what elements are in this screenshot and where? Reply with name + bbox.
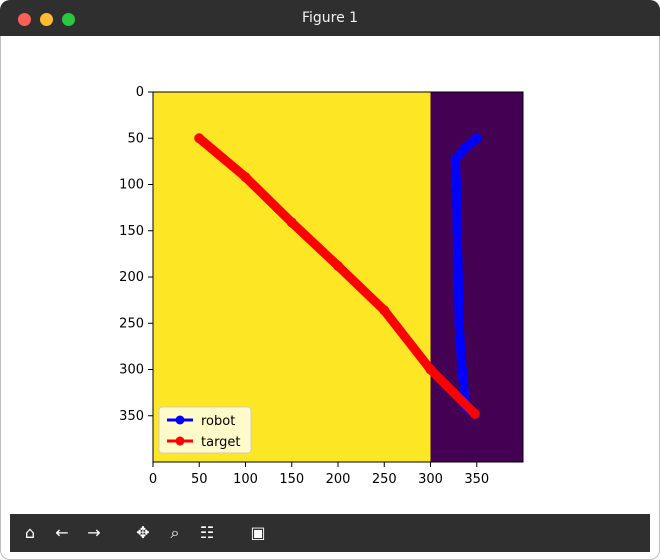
legend-label-target: target <box>201 435 241 450</box>
legend-marker-robot <box>175 415 185 425</box>
y-tick-label: 150 <box>119 224 144 239</box>
plot-svg: 0 50 100 150 200 250 300 350 0 50 100 150 200 250 300 3… <box>119 85 524 487</box>
series-point-robot <box>450 154 461 165</box>
series-point-robot <box>471 133 482 144</box>
series-point-robot <box>453 272 464 282</box>
save-icon[interactable]: ▣ <box>250 523 266 542</box>
x-tick-label: 300 <box>418 472 443 487</box>
legend-label-robot: robot <box>201 414 235 429</box>
series-point-target <box>469 408 480 419</box>
x-tick-label: 250 <box>372 472 397 487</box>
series-point-robot <box>456 364 467 375</box>
x-tick-label: 0 <box>149 472 157 487</box>
legend-marker-target <box>175 436 185 446</box>
series-point-target <box>425 364 436 375</box>
image-region-0 <box>153 92 431 462</box>
series-point-target <box>240 172 251 183</box>
series-point-target <box>333 260 343 271</box>
y-tick-label: 200 <box>119 270 144 285</box>
title-bar[interactable]: Figure 1 <box>0 0 660 36</box>
window-title: Figure 1 <box>301 10 359 26</box>
navigation-toolbar: ⌂ ← → ✥ ⌕ ☷ ▣ <box>10 514 650 552</box>
series-point-target <box>286 217 297 228</box>
configure-icon[interactable]: ☷ <box>199 523 215 542</box>
x-tick-label: 350 <box>464 472 489 487</box>
series-point-robot <box>460 142 471 153</box>
x-tick-label: 50 <box>191 472 208 487</box>
series-point-robot <box>454 318 465 329</box>
image-region-1 <box>430 92 523 462</box>
y-tick-label: 0 <box>136 85 144 100</box>
series-point-target <box>194 133 205 144</box>
maximize-window-button[interactable] <box>62 13 75 26</box>
x-tick-label: 100 <box>233 472 258 487</box>
zoom-icon[interactable]: ⌕ <box>170 523 180 542</box>
y-tick-label: 50 <box>127 131 144 146</box>
y-tick-label: 100 <box>119 178 144 193</box>
forward-icon[interactable]: → <box>87 523 101 542</box>
series-point-robot <box>452 225 463 236</box>
close-window-button[interactable] <box>18 13 31 26</box>
y-tick-label: 300 <box>119 363 144 378</box>
y-tick-label: 350 <box>119 409 144 424</box>
series-point-target <box>379 305 390 316</box>
back-icon[interactable]: ← <box>55 523 69 542</box>
minimize-window-button[interactable] <box>40 13 53 26</box>
x-tick-label: 150 <box>279 472 304 487</box>
x-tick-label: 200 <box>326 472 351 487</box>
figure-canvas: 0 50 100 150 200 250 300 350 0 50 100 150 200 250 300 3… <box>10 36 650 514</box>
home-icon[interactable]: ⌂ <box>24 523 36 542</box>
series-line-robot <box>450 133 482 419</box>
series-point-robot <box>451 179 462 190</box>
y-tick-label: 250 <box>119 316 144 331</box>
pan-icon[interactable]: ✥ <box>136 523 150 542</box>
